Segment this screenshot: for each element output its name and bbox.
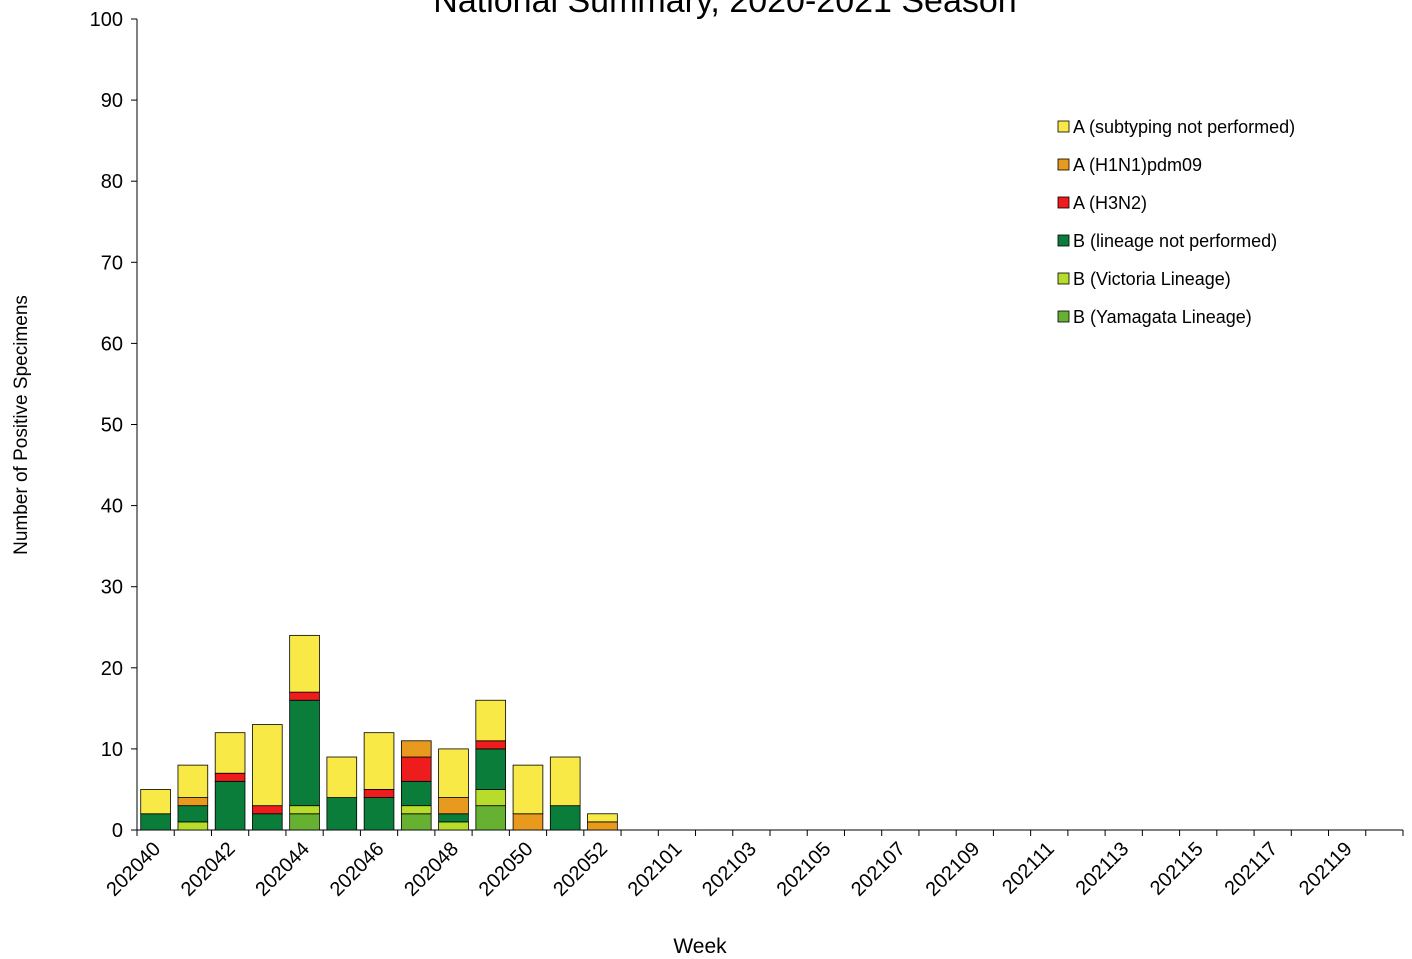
bar-segment — [512, 813, 544, 831]
y-tick-label: 20 — [101, 658, 123, 680]
legend-swatch — [1057, 120, 1070, 133]
bar-segment — [289, 699, 320, 807]
bar-segment — [475, 789, 507, 807]
bar-segment — [326, 756, 358, 798]
y-tick-label: 90 — [101, 90, 123, 112]
bar-segment — [400, 780, 432, 807]
legend-swatch — [1057, 272, 1070, 285]
x-tick-label: 202052 — [549, 838, 612, 901]
y-tick-label: 40 — [101, 496, 123, 518]
bar-segment — [438, 797, 469, 815]
bar-segment — [400, 756, 432, 782]
x-tick-label: 202050 — [475, 838, 538, 901]
bar-segment — [512, 764, 544, 815]
bar-segment — [549, 805, 581, 831]
bar-segment — [252, 805, 283, 815]
legend-label: B (Yamagata Lineage) — [1073, 307, 1252, 327]
x-tick-label: 202109 — [922, 838, 985, 901]
legend-label: A (subtyping not performed) — [1073, 117, 1295, 137]
bar-segment — [289, 805, 320, 815]
bar-segment — [438, 821, 469, 831]
bar-segment — [177, 805, 209, 823]
bar-segment — [177, 764, 209, 798]
x-tick-label: 202048 — [400, 838, 463, 901]
x-tick-label: 202101 — [624, 838, 687, 901]
bar-segment — [289, 634, 320, 693]
bar-segment — [475, 748, 507, 790]
bar-segment — [326, 797, 358, 831]
bar-segment — [438, 748, 469, 798]
bar-segment — [214, 780, 246, 831]
x-tick-label: 202040 — [102, 838, 165, 901]
y-axis-label: Number of Positive Specimens — [11, 295, 32, 555]
y-tick-label: 100 — [90, 9, 123, 31]
bar-segment — [438, 813, 469, 823]
bar-segment — [587, 821, 618, 831]
x-tick-label: 202105 — [773, 838, 836, 901]
bar-segment — [549, 756, 581, 807]
legend-label: B (Victoria Lineage) — [1073, 269, 1231, 289]
bar-segment — [252, 724, 283, 807]
bar-segment — [214, 732, 246, 774]
bar-segment — [363, 732, 395, 790]
bar-segment — [475, 699, 507, 742]
bar-segment — [400, 740, 432, 758]
bar-segment — [177, 821, 209, 831]
x-tick-label: 202107 — [847, 838, 910, 901]
legend-swatch — [1057, 310, 1070, 323]
chart-title: National Summary, 2020-2021 Season — [433, 0, 1016, 20]
y-tick-label: 50 — [101, 415, 123, 437]
x-tick-label: 202119 — [1295, 838, 1357, 900]
bar-segment — [400, 813, 432, 831]
legend-label: B (lineage not performed) — [1073, 231, 1277, 251]
x-tick-label: 202113 — [1072, 838, 1134, 900]
bar-segment — [400, 805, 432, 815]
x-tick-label: 202103 — [698, 838, 761, 901]
bar-segment — [140, 789, 171, 815]
bar-segment — [475, 805, 507, 831]
x-tick-label: 202044 — [251, 838, 314, 901]
y-tick-label: 0 — [112, 820, 123, 842]
y-tick-label: 30 — [101, 577, 123, 599]
legend-swatch — [1057, 158, 1070, 171]
x-tick-label: 202117 — [1221, 838, 1283, 900]
legend-swatch — [1057, 234, 1070, 247]
y-tick-label: 60 — [101, 333, 123, 355]
x-tick-label: 202042 — [177, 838, 240, 901]
bar-segment — [289, 813, 320, 831]
bar-segment — [214, 772, 246, 782]
bar-segment — [252, 813, 283, 831]
x-tick-label: 202046 — [326, 838, 389, 901]
y-tick-label: 10 — [101, 739, 123, 761]
y-tick-label: 80 — [101, 171, 123, 193]
x-axis-label: Week — [673, 935, 727, 958]
bar-segment — [177, 797, 209, 807]
bar-segment — [587, 813, 618, 823]
bar-segment — [363, 789, 395, 798]
legend-label: A (H1N1)pdm09 — [1073, 155, 1202, 175]
bar-segment — [363, 797, 395, 831]
bar-segment — [140, 813, 171, 831]
legend-label: A (H3N2) — [1073, 193, 1147, 213]
y-tick-label: 70 — [101, 252, 123, 274]
x-tick-label: 202115 — [1146, 838, 1208, 900]
legend-swatch — [1057, 196, 1070, 209]
x-tick-label: 202111 — [998, 838, 1059, 899]
bar-segment — [289, 691, 320, 701]
bar-segment — [475, 740, 507, 750]
